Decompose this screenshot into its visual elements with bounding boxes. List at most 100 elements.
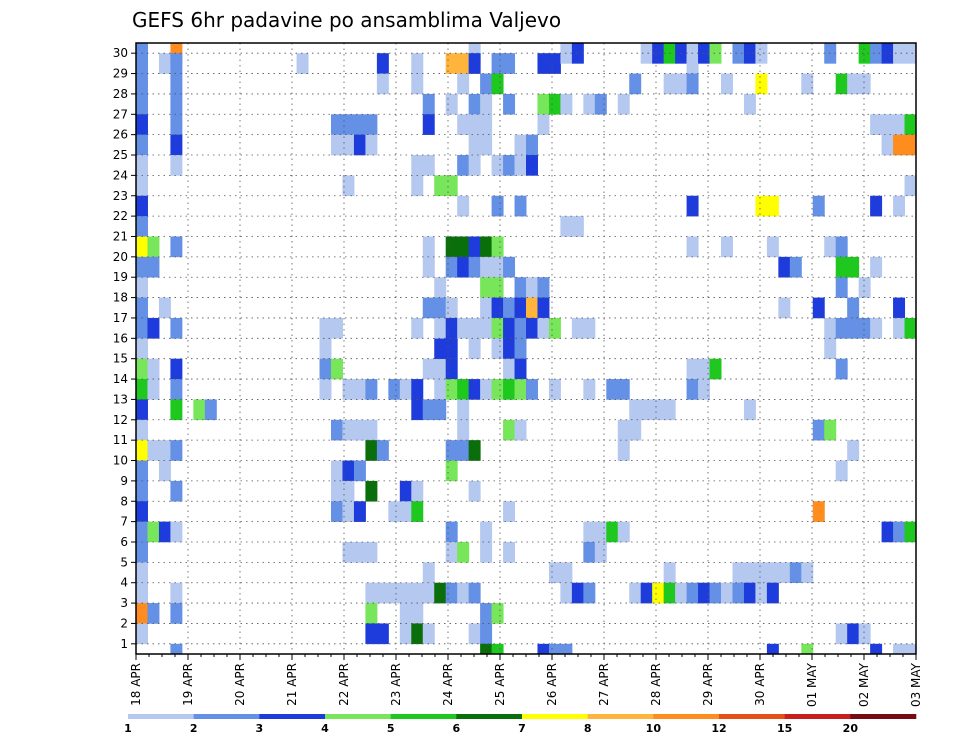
heatmap-cell xyxy=(136,541,148,563)
heatmap-cell xyxy=(147,379,160,400)
heatmap-cell xyxy=(399,603,412,624)
heatmap-cell xyxy=(468,480,481,502)
heatmap-cell xyxy=(491,297,504,319)
y-tick-label: 29 xyxy=(113,67,128,81)
heatmap-cell xyxy=(434,297,447,319)
x-tick-label: 18 APR xyxy=(129,663,143,706)
heatmap-cell xyxy=(503,541,516,563)
x-axis: 18 APR 19 APR 20 APR 21 APR 22 APR 23 APR 24 A… xyxy=(129,654,923,707)
heatmap-cell xyxy=(904,114,917,135)
heatmap-cell xyxy=(147,358,160,380)
heatmap-cell xyxy=(548,379,561,400)
heatmap-cell xyxy=(663,562,676,584)
heatmap-cell xyxy=(136,216,148,237)
heatmap-cell xyxy=(480,297,493,319)
heatmap-cell xyxy=(445,53,458,74)
heatmap-cell xyxy=(445,521,458,543)
heatmap-cell xyxy=(491,236,504,258)
heatmap-cell xyxy=(893,317,906,339)
heatmap-cell xyxy=(342,379,355,400)
heatmap-cell xyxy=(445,440,458,461)
heatmap-cell xyxy=(480,643,493,655)
heatmap-cell xyxy=(571,216,584,237)
colorbar-label: 3 xyxy=(256,722,264,735)
heatmap-cell xyxy=(480,277,493,298)
heatmap-cell xyxy=(698,43,711,64)
heatmap-cell xyxy=(904,175,917,197)
heatmap-cell xyxy=(537,643,550,655)
heatmap-cell xyxy=(445,460,458,482)
heatmap-cell xyxy=(158,297,171,319)
heatmap-cell xyxy=(136,562,148,584)
heatmap-cell xyxy=(422,399,435,421)
heatmap-cell xyxy=(422,256,435,278)
heatmap-cell xyxy=(388,582,401,604)
heatmap-cell xyxy=(514,195,527,217)
heatmap-cell xyxy=(721,236,733,258)
heatmap-cell xyxy=(445,358,458,380)
heatmap-cell xyxy=(170,603,183,624)
y-tick-label: 25 xyxy=(113,148,128,162)
heatmap-cell xyxy=(617,521,630,543)
heatmap-cell xyxy=(594,93,607,115)
heatmap-cell xyxy=(537,317,550,339)
heatmap-cell xyxy=(847,73,860,95)
colorbar-swatch xyxy=(653,714,720,719)
heatmap-cell xyxy=(686,236,699,258)
x-tick-label: 26 APR xyxy=(545,663,559,706)
heatmap-cell xyxy=(514,379,527,400)
heatmap-cell xyxy=(870,643,883,655)
y-tick-label: 1 xyxy=(120,637,128,651)
heatmap-cell xyxy=(801,643,814,655)
heatmap-cell xyxy=(457,440,470,461)
heatmap-cell xyxy=(342,480,355,502)
colorbar-label: 15 xyxy=(777,722,792,735)
heatmap-cell xyxy=(136,175,148,197)
heatmap-cell xyxy=(365,419,378,441)
heatmap-cell xyxy=(755,562,768,584)
heatmap-cell xyxy=(422,562,435,584)
heatmap-cell xyxy=(170,155,183,176)
heatmap-cell xyxy=(399,379,412,400)
heatmap-cell xyxy=(434,277,447,298)
heatmap-cell xyxy=(399,480,412,502)
heatmap-cell xyxy=(491,643,504,655)
heatmap-cell xyxy=(904,643,917,655)
heatmap-cell xyxy=(583,379,596,400)
heatmap-cell xyxy=(503,419,516,441)
heatmap-cell xyxy=(434,358,447,380)
heatmap-cell xyxy=(136,460,148,482)
heatmap-cell xyxy=(743,399,756,421)
heatmap-cell xyxy=(870,114,883,135)
heatmap-cell xyxy=(640,399,653,421)
x-tick-label: 01 MAY xyxy=(805,662,819,707)
heatmap-cell xyxy=(147,603,160,624)
y-tick-label: 16 xyxy=(113,331,128,345)
colorbar-label: 20 xyxy=(843,722,859,735)
heatmap-cell xyxy=(743,562,756,584)
heatmap-cell xyxy=(468,256,481,278)
heatmap-cell xyxy=(342,134,355,156)
heatmap-cell xyxy=(835,460,848,482)
y-tick-label: 20 xyxy=(113,250,128,264)
colorbar-swatch xyxy=(390,714,457,719)
x-tick-label: 02 MAY xyxy=(857,662,871,707)
heatmap-cell xyxy=(480,379,493,400)
heatmap-cell xyxy=(629,419,642,441)
x-tick-label: 21 APR xyxy=(285,663,299,706)
y-tick-label: 7 xyxy=(120,515,128,529)
heatmap-cell xyxy=(835,73,848,95)
heatmap-cell xyxy=(709,582,722,604)
heatmap-cell xyxy=(365,623,378,645)
heatmap-cell xyxy=(136,338,148,359)
heatmap-cell xyxy=(789,562,802,584)
heatmap-cell xyxy=(548,317,561,339)
heatmap-cell xyxy=(537,114,550,135)
heatmap-cell xyxy=(514,419,527,441)
heatmap-cell xyxy=(514,358,527,380)
heatmap-cell xyxy=(812,195,825,217)
heatmap-cell xyxy=(663,73,676,95)
heatmap-cell xyxy=(170,521,183,543)
colorbar-label: 5 xyxy=(387,722,395,735)
